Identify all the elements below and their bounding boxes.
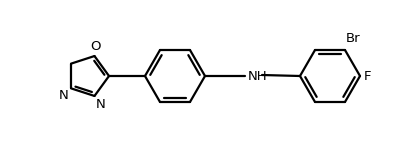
- Text: Br: Br: [346, 32, 361, 45]
- Text: N: N: [58, 89, 68, 102]
- Text: NH: NH: [248, 69, 268, 83]
- Text: O: O: [90, 40, 101, 53]
- Text: N: N: [95, 98, 105, 111]
- Text: F: F: [364, 69, 371, 83]
